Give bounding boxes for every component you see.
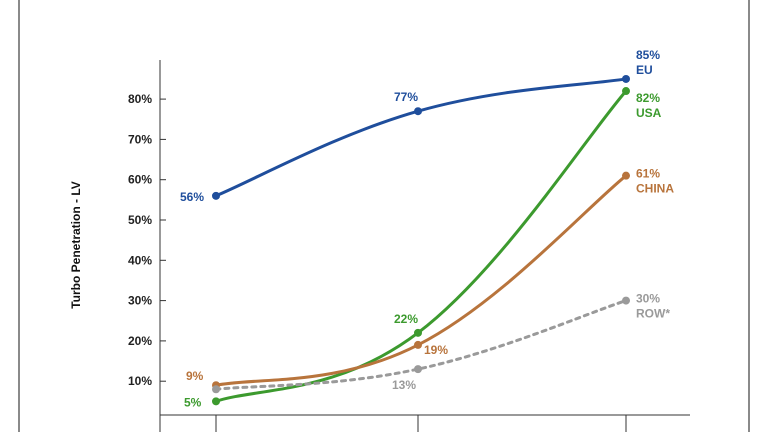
data-label-china: 9%: [186, 369, 204, 383]
left-border: [18, 0, 20, 432]
data-point-usa: [414, 328, 422, 337]
y-tick-label: 50%: [128, 213, 152, 227]
data-point-row: [414, 365, 422, 374]
series-line-china: [214, 174, 628, 387]
data-label-usa: 82%: [636, 91, 660, 105]
y-tick-label: 30%: [128, 294, 152, 308]
y-axis-title: Turbo Penetration - LV: [69, 181, 83, 309]
data-label-china: 19%: [424, 343, 448, 357]
series-line-eu: [214, 77, 628, 198]
series-name-row: ROW*: [636, 307, 670, 321]
y-tick-label: 70%: [128, 132, 152, 146]
data-label-row: 30%: [636, 292, 660, 306]
y-tick-label: 40%: [128, 253, 152, 267]
y-tick-label: 10%: [128, 374, 152, 388]
y-tick-label: 80%: [128, 92, 152, 106]
data-labels: 56% 77% 85%EU 5% 22% 82%USA 9% 19% 61%CHINA 13% 30…: [180, 48, 674, 409]
data-point-eu: [622, 74, 630, 83]
data-label-row: 13%: [392, 378, 416, 392]
data-point-usa: [212, 397, 220, 406]
series-name-china: CHINA: [636, 182, 674, 196]
data-label-eu: 77%: [394, 90, 418, 104]
series-points: [212, 74, 630, 406]
data-point-china: [414, 340, 422, 349]
data-label-china: 61%: [636, 167, 660, 181]
data-label-eu: 56%: [180, 190, 204, 204]
data-point-eu: [212, 191, 220, 200]
data-point-eu: [414, 107, 422, 116]
series-name-usa: USA: [636, 106, 662, 120]
data-point-row: [622, 296, 630, 305]
data-label-eu: 85%: [636, 48, 660, 62]
series-line-usa: [214, 89, 628, 403]
series-name-eu: EU: [636, 63, 653, 77]
right-border: [748, 0, 750, 432]
y-tick-label: 60%: [128, 173, 152, 187]
data-label-usa: 5%: [184, 395, 202, 409]
y-tick-label: 20%: [128, 334, 152, 348]
axes: 10% 20% 30% 40% 50% 60% 70% 80%: [128, 60, 690, 432]
series-lines: [214, 77, 628, 403]
data-point-row: [212, 385, 220, 394]
data-label-usa: 22%: [394, 312, 418, 326]
data-point-usa: [622, 87, 630, 96]
data-point-china: [622, 171, 630, 180]
